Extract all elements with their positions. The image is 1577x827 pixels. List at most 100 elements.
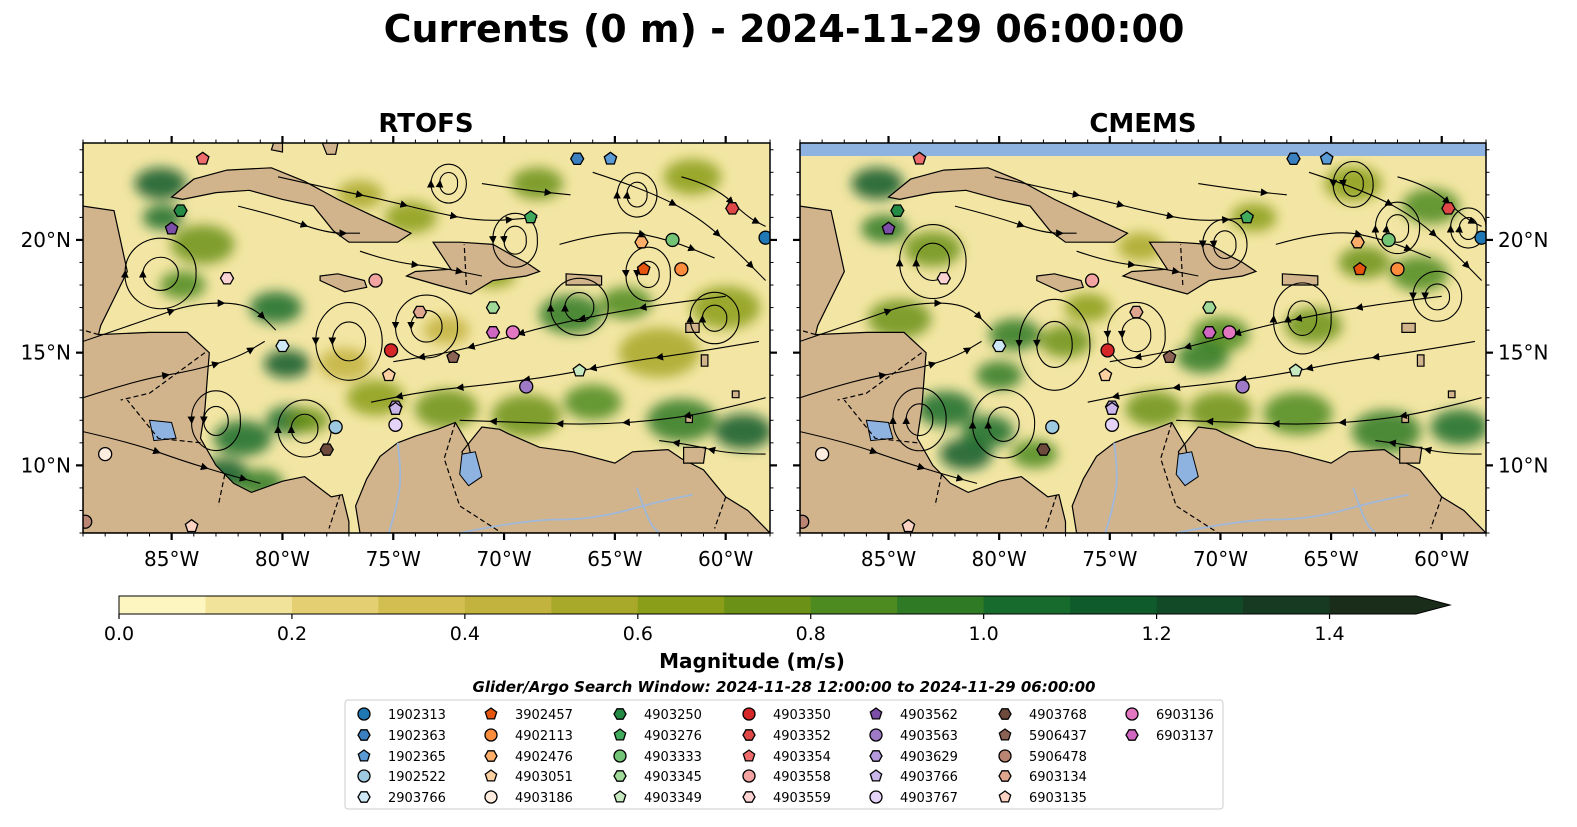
- float-marker-6903134: [1129, 305, 1144, 319]
- legend-marker-4903563: [869, 728, 883, 742]
- float-markers: [83, 151, 770, 533]
- country-border: [463, 244, 467, 286]
- streamline: [1109, 295, 1442, 363]
- float-marker-1902365: [603, 151, 618, 165]
- colorbar-segment: [551, 596, 639, 614]
- no-data-band: [800, 143, 1486, 156]
- eddy-streamline: [328, 321, 367, 362]
- float-marker-4903250: [173, 204, 188, 217]
- eddy-streamline: [187, 390, 241, 452]
- land-polygon: [1399, 446, 1423, 464]
- streamline: [393, 295, 726, 363]
- streamline: [1308, 171, 1482, 281]
- legend-item: 6903136: [1125, 707, 1214, 723]
- legend-item: 4903354: [742, 749, 831, 765]
- colorbar: 0.0 0.2 0.4 0.6 0.8 1.0 1.2 1.4 Magnitude (m/s): [104, 595, 1452, 673]
- magnitude-patch: [563, 384, 622, 420]
- magnitude-patch: [663, 159, 722, 195]
- panel-title-cmems: CMEMS: [1089, 109, 1196, 139]
- float-marker-6903136: [1222, 325, 1237, 340]
- colorbar-tick-label: 0.2: [277, 623, 307, 645]
- x-tick-label: 85°W: [861, 547, 916, 571]
- float-marker-4903354: [195, 151, 210, 165]
- float-marker-4903559: [936, 271, 952, 285]
- float-marker-4903559: [219, 271, 235, 285]
- eddy-streamline: [1015, 298, 1091, 391]
- x-tick-label: 60°W: [698, 547, 753, 571]
- float-marker-4902476: [634, 235, 649, 249]
- eddy-streamline: [435, 172, 459, 195]
- legend-label: 4902113: [515, 729, 573, 744]
- magnitude-patch: [414, 389, 479, 429]
- float-marker-2903766: [991, 339, 1007, 353]
- legend-marker-5906478: [998, 749, 1012, 763]
- legend-label: 1902365: [388, 750, 446, 765]
- legend-item: 4903349: [613, 790, 702, 806]
- magnitude-patch: [1263, 392, 1333, 435]
- streamline: [481, 183, 571, 197]
- colorbar-segment: [1329, 596, 1450, 614]
- legend-label: 2903766: [388, 791, 446, 806]
- x-tick-label: 65°W: [1303, 547, 1358, 571]
- legend-label: 4903350: [773, 708, 831, 723]
- eddy-streamline: [912, 242, 950, 282]
- legend-marker-4903768: [998, 708, 1012, 720]
- float-marker-4902113: [674, 262, 689, 277]
- magnitude-patch: [1176, 341, 1229, 374]
- magnitude-patch: [1324, 165, 1382, 202]
- float-marker-4903558: [368, 273, 383, 288]
- legend-label: 6903134: [1029, 770, 1087, 785]
- magnitude-patch: [1064, 293, 1111, 322]
- search-window-caption: Glider/Argo Search Window: 2024-11-28 12…: [473, 678, 1096, 696]
- x-tick-label: 65°W: [587, 547, 642, 571]
- streamline: [1176, 397, 1482, 428]
- legend-item: 4903276: [613, 728, 702, 744]
- eddy-streamline: [621, 246, 671, 302]
- lake-polygon: [148, 419, 177, 442]
- land-polygon: [1416, 354, 1425, 367]
- float-marker-4903333: [665, 232, 680, 248]
- streamline: [681, 176, 766, 227]
- legend-marker-4903333: [613, 749, 627, 763]
- float-marker-4903352: [1441, 202, 1456, 215]
- legend-marker-4902476: [484, 750, 498, 762]
- legend-marker-4903562: [869, 707, 883, 720]
- legend-marker-4903767: [869, 790, 883, 804]
- eddy-streamline: [889, 387, 947, 452]
- magnitude-patch: [159, 270, 206, 300]
- legend-marker-6903135: [998, 790, 1012, 803]
- float-marker-4903562: [881, 221, 896, 235]
- float-marker-1902522: [328, 419, 343, 435]
- legend-label: 4903558: [773, 770, 831, 785]
- streamline: [83, 340, 265, 399]
- eddy-streamline: [427, 163, 467, 204]
- magnitude-patch: [318, 347, 371, 380]
- colorbar-tick-label: 0.6: [623, 623, 653, 645]
- float-marker-4903768: [1036, 443, 1051, 456]
- legend-marker-4903559: [742, 791, 756, 803]
- magnitude-patch: [1125, 391, 1183, 427]
- colorbar-segment: [637, 596, 725, 614]
- legend-item: 4903333: [613, 749, 702, 765]
- eddy-streamline: [391, 294, 459, 359]
- land-polygon: [1036, 273, 1085, 293]
- streamline: [237, 205, 360, 238]
- magnitude-patch: [976, 361, 1023, 390]
- magnitude-patch: [1039, 325, 1092, 358]
- magnitude-patch: [851, 167, 904, 200]
- colorbar-segment: [1070, 596, 1158, 614]
- magnitude-patch: [1430, 409, 1486, 445]
- streamline: [459, 397, 766, 428]
- legend-label: 4903333: [644, 750, 702, 765]
- lake-polygon: [459, 451, 483, 487]
- x-tick-label: 85°W: [144, 547, 199, 571]
- legend-label: 6903137: [1156, 729, 1214, 744]
- land-mask: [83, 143, 770, 533]
- streamline: [1275, 229, 1431, 259]
- legend-label: 3902457: [515, 708, 573, 723]
- magnitude-patch: [249, 291, 302, 324]
- legend-item: 4903352: [742, 729, 831, 744]
- float-marker-4903766: [1105, 401, 1119, 415]
- float-marker-4903345: [1202, 301, 1217, 314]
